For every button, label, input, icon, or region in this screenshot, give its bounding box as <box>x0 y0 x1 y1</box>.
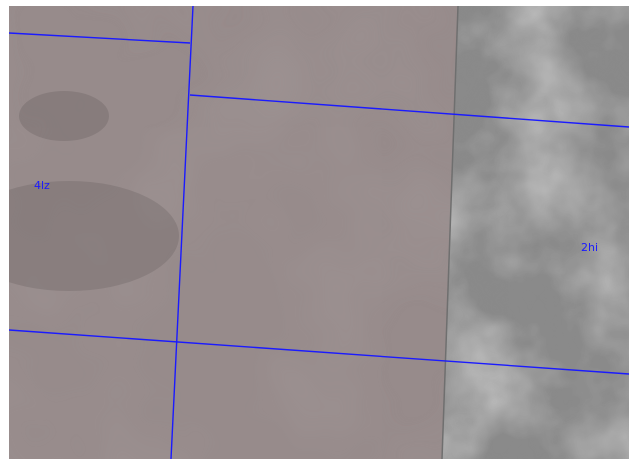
parcel-label[interactable]: 4lz <box>34 179 50 192</box>
parcel-boundaries <box>9 6 629 459</box>
parcel-boundary-line <box>189 94 629 128</box>
parcel-boundary-line <box>9 32 191 44</box>
map-view[interactable]: 4lz 2hi <box>9 6 629 459</box>
tinted-imagery <box>9 6 458 459</box>
plain-imagery <box>442 6 629 459</box>
parcel-boundary-line <box>9 329 629 375</box>
parcel-boundary-line <box>170 6 194 459</box>
imagery-boundary <box>441 6 459 459</box>
map-canvas <box>9 6 629 459</box>
parcel-label[interactable]: 2hi <box>581 241 599 254</box>
